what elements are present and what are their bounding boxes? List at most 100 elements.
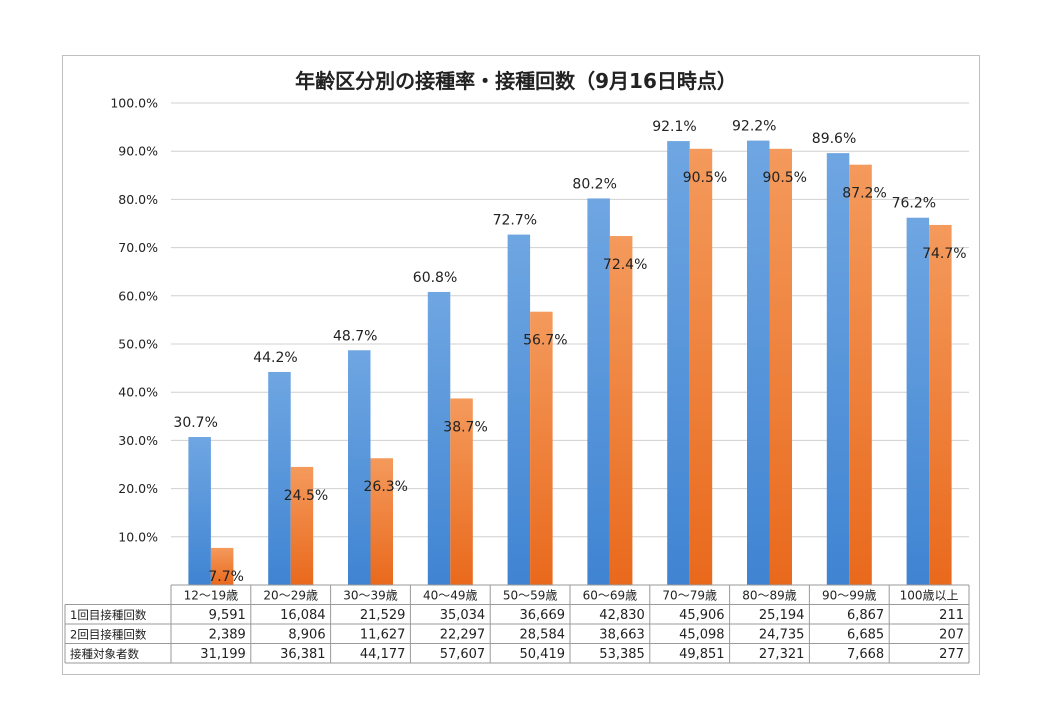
chart-frame: 年齢区分別の接種率・接種回数（9月16日時点） 10.0% 20.0% 30.0% 4… xyxy=(62,55,980,675)
bar-second-dose xyxy=(370,458,393,585)
category-label: 70～79歳 xyxy=(662,589,717,603)
category-label: 50～59歳 xyxy=(503,589,558,603)
data-label-second-dose: 90.5% xyxy=(683,170,727,186)
y-tick-label: 30.0% xyxy=(118,433,158,448)
table-cell: 6,685 xyxy=(847,628,884,643)
table-cell: 9,591 xyxy=(209,608,246,623)
bar-second-dose xyxy=(849,164,872,586)
table-cell: 28,584 xyxy=(520,628,566,643)
table-cell: 2,389 xyxy=(209,628,246,643)
table-row-label: 1回目接種回数 xyxy=(70,608,147,622)
bar-second-dose xyxy=(210,547,234,585)
table-cell: 36,381 xyxy=(280,647,326,662)
bar-first-dose xyxy=(906,217,930,585)
table-cell: 44,177 xyxy=(360,647,406,662)
table-cell: 49,851 xyxy=(679,647,725,662)
table-cell: 25,194 xyxy=(759,608,805,623)
table-cell: 36,669 xyxy=(520,608,566,623)
bar-first-dose xyxy=(747,140,770,585)
data-label-first-dose: 89.6% xyxy=(812,131,856,147)
table-cell: 277 xyxy=(939,647,964,662)
bar-second-dose xyxy=(530,311,553,585)
table-cell: 211 xyxy=(939,608,964,623)
table-cell: 50,419 xyxy=(520,647,566,662)
bar-first-dose xyxy=(507,234,531,585)
category-label: 60～69歳 xyxy=(583,589,638,603)
bars xyxy=(188,140,952,586)
bar-first-dose xyxy=(427,291,451,585)
table-cell: 45,098 xyxy=(679,628,725,643)
y-axis: 10.0% 20.0% 30.0% 40.0% 50.0% 60.0% 70.0% 80.0%… xyxy=(110,96,158,545)
y-tick-label: 60.0% xyxy=(118,288,158,303)
category-label: 12～19歳 xyxy=(184,589,239,603)
data-label-first-dose: 72.7% xyxy=(493,213,537,229)
chart-title: 年齢区分別の接種率・接種回数（9月16日時点） xyxy=(295,69,737,93)
category-label: 90～99歳 xyxy=(822,589,877,603)
bar-first-dose xyxy=(826,153,850,585)
bar-second-dose xyxy=(689,148,713,585)
y-tick-label: 100.0% xyxy=(110,96,158,111)
table-cell: 53,385 xyxy=(599,647,645,662)
table-cell: 22,297 xyxy=(440,628,486,643)
table-cell: 27,321 xyxy=(759,647,805,662)
table-row-label: 接種対象者数 xyxy=(70,647,139,661)
data-label-second-dose: 56.7% xyxy=(523,333,567,349)
table-cell: 8,906 xyxy=(288,628,325,643)
table-cell: 57,607 xyxy=(440,647,486,662)
data-label-second-dose: 24.5% xyxy=(284,488,328,504)
data-label-second-dose: 74.7% xyxy=(922,246,966,262)
bar-first-dose xyxy=(188,437,211,585)
bar-second-dose xyxy=(450,398,473,585)
y-tick-label: 70.0% xyxy=(118,240,158,255)
table-row-label: 2回目接種回数 xyxy=(70,628,147,642)
y-tick-label: 50.0% xyxy=(118,337,158,352)
bar-second-dose xyxy=(609,236,633,586)
category-label: 20～29歳 xyxy=(263,589,318,603)
data-label-second-dose: 7.7% xyxy=(208,569,244,585)
bar-second-dose xyxy=(290,466,314,585)
table-cell: 21,529 xyxy=(360,608,406,623)
table-cell: 207 xyxy=(939,628,964,643)
data-label-first-dose: 48.7% xyxy=(333,328,377,344)
bar-second-dose xyxy=(769,148,792,585)
table-cell: 38,663 xyxy=(599,628,645,643)
y-tick-label: 40.0% xyxy=(118,385,158,400)
data-label-second-dose: 87.2% xyxy=(842,186,886,202)
data-label-second-dose: 26.3% xyxy=(364,479,408,495)
table-cell: 42,830 xyxy=(599,608,645,623)
y-tick-label: 80.0% xyxy=(118,192,158,207)
bar-first-dose xyxy=(348,350,371,585)
table-cell: 31,199 xyxy=(200,647,246,662)
data-label-first-dose: 60.8% xyxy=(413,270,457,286)
y-tick-label: 20.0% xyxy=(118,481,158,496)
data-label-first-dose: 76.2% xyxy=(892,196,936,212)
data-label-first-dose: 92.2% xyxy=(732,119,776,135)
table-cell: 16,084 xyxy=(280,608,326,623)
data-label-second-dose: 38.7% xyxy=(443,419,487,435)
data-label-first-dose: 92.1% xyxy=(652,119,696,135)
data-table: 12～19歳 20～29歳 30～39歳 40～49歳 50～59歳 60～69歳 70～7… xyxy=(64,584,970,664)
table-cell: 35,034 xyxy=(440,608,486,623)
table-cell: 11,627 xyxy=(360,628,406,643)
category-label: 80～89歳 xyxy=(742,589,797,603)
data-label-second-dose: 90.5% xyxy=(763,170,807,186)
bar-first-dose xyxy=(667,141,690,585)
category-label: 40～49歳 xyxy=(423,589,478,603)
table-cell: 24,735 xyxy=(759,628,805,643)
data-label-first-dose: 30.7% xyxy=(173,415,217,431)
data-label-first-dose: 80.2% xyxy=(572,176,616,192)
y-tick-label: 10.0% xyxy=(118,529,158,544)
table-cell: 6,867 xyxy=(847,608,884,623)
data-label-second-dose: 72.4% xyxy=(603,257,647,273)
data-labels: 30.7% 44.2% 48.7% 60.8% 72.7% 80.2% 92.1% 92.2%… xyxy=(173,119,966,585)
data-label-first-dose: 44.2% xyxy=(253,350,297,366)
category-label: 30～39歳 xyxy=(343,589,398,603)
bar-second-dose xyxy=(929,224,952,586)
vaccination-rate-chart: 年齢区分別の接種率・接種回数（9月16日時点） 10.0% 20.0% 30.0% 4… xyxy=(64,69,970,664)
table-cell: 7,668 xyxy=(847,647,884,662)
table-cell: 45,906 xyxy=(679,608,725,623)
category-label: 100歳以上 xyxy=(900,589,959,603)
y-tick-label: 90.0% xyxy=(118,144,158,159)
bar-first-dose xyxy=(587,198,610,585)
bar-first-dose xyxy=(268,371,291,585)
